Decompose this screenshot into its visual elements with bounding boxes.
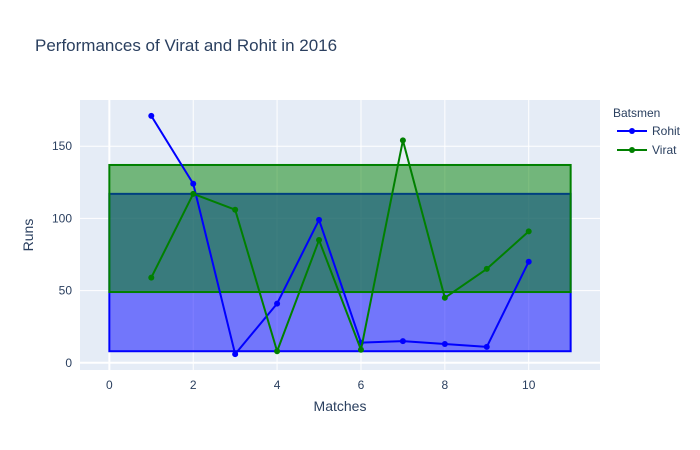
- data-point-rohit[interactable]: [274, 300, 281, 307]
- data-point-rohit[interactable]: [232, 351, 239, 358]
- legend-swatch-marker: [629, 128, 635, 134]
- x-tick-label: 4: [274, 378, 281, 392]
- x-tick-label: 8: [441, 378, 448, 392]
- data-point-virat[interactable]: [190, 190, 197, 197]
- data-point-rohit[interactable]: [525, 258, 532, 265]
- y-axis-title: Runs: [20, 219, 36, 252]
- x-axis-title: Matches: [314, 398, 367, 414]
- data-point-virat[interactable]: [399, 137, 406, 144]
- legend-label: Rohit: [652, 124, 681, 138]
- legend-item-rohit[interactable]: Rohit: [617, 124, 681, 138]
- x-tick-label: 10: [522, 378, 536, 392]
- y-tick-label: 150: [52, 139, 72, 153]
- data-point-rohit[interactable]: [190, 180, 197, 187]
- series-line-rohit[interactable]: [150, 115, 530, 356]
- y-tick-label: 0: [65, 356, 72, 370]
- y-tick-label: 50: [59, 284, 73, 298]
- data-point-rohit[interactable]: [483, 343, 490, 350]
- legend-swatch-marker: [629, 147, 635, 153]
- data-point-virat[interactable]: [274, 348, 281, 355]
- data-point-rohit[interactable]: [148, 112, 155, 119]
- series-line-virat[interactable]: [150, 139, 530, 353]
- data-point-rohit[interactable]: [441, 341, 448, 348]
- data-point-virat[interactable]: [525, 228, 532, 235]
- x-tick-label: 2: [190, 378, 197, 392]
- x-tick-label: 6: [358, 378, 365, 392]
- legend-label: Virat: [652, 143, 677, 157]
- data-point-virat[interactable]: [441, 294, 448, 301]
- data-point-virat[interactable]: [232, 206, 239, 213]
- data-point-virat[interactable]: [316, 237, 323, 244]
- y-tick-label: 100: [52, 211, 72, 225]
- series-virat[interactable]: [148, 137, 532, 355]
- data-point-rohit[interactable]: [316, 216, 323, 223]
- range-shapes: [108, 163, 572, 353]
- legend-title: Batsmen: [613, 106, 660, 120]
- data-point-virat[interactable]: [148, 274, 155, 281]
- series-layer: [148, 112, 532, 358]
- chart-title: Performances of Virat and Rohit in 2016: [35, 36, 337, 55]
- legend[interactable]: Batsmen Rohit Virat: [613, 106, 681, 157]
- legend-item-virat[interactable]: Virat: [617, 143, 677, 157]
- x-tick-label: 0: [106, 378, 113, 392]
- data-point-rohit[interactable]: [399, 338, 406, 345]
- data-point-virat[interactable]: [357, 346, 364, 353]
- data-point-virat[interactable]: [483, 265, 490, 272]
- range-shape-virat: [108, 163, 572, 294]
